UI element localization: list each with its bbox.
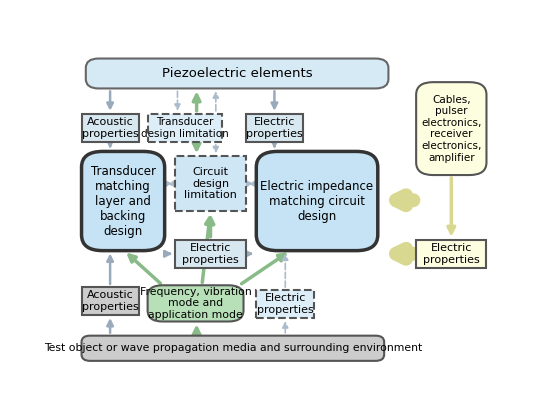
- Bar: [175, 156, 246, 211]
- Text: Acoustic
properties: Acoustic properties: [82, 290, 139, 312]
- Text: Transducer
design limitation: Transducer design limitation: [141, 117, 229, 139]
- Bar: [246, 114, 303, 142]
- Text: Electric
properties: Electric properties: [246, 117, 303, 139]
- Bar: [416, 240, 486, 268]
- Text: Circuit
design
limitation: Circuit design limitation: [184, 167, 237, 200]
- Bar: [175, 240, 246, 268]
- FancyBboxPatch shape: [416, 82, 486, 175]
- Text: Electric impedance
matching circuit
design: Electric impedance matching circuit desi…: [261, 180, 373, 222]
- Bar: [256, 290, 314, 318]
- Text: Piezoelectric elements: Piezoelectric elements: [162, 67, 312, 80]
- Bar: [147, 114, 222, 142]
- FancyBboxPatch shape: [81, 151, 164, 251]
- Text: Test object or wave propagation media and surrounding environment: Test object or wave propagation media an…: [44, 343, 422, 353]
- FancyBboxPatch shape: [86, 58, 388, 88]
- Text: Electric
properties: Electric properties: [182, 243, 239, 265]
- Bar: [81, 114, 139, 142]
- Text: Transducer
matching
layer and
backing
design: Transducer matching layer and backing de…: [91, 164, 156, 238]
- Bar: [81, 287, 139, 315]
- Text: Electric
properties: Electric properties: [423, 243, 480, 265]
- FancyBboxPatch shape: [81, 336, 384, 361]
- Text: Electric
properties: Electric properties: [257, 293, 314, 315]
- FancyBboxPatch shape: [147, 285, 244, 321]
- FancyBboxPatch shape: [256, 151, 378, 251]
- Text: Acoustic
properties: Acoustic properties: [82, 117, 139, 139]
- Text: Frequency, vibration
mode and
application mode: Frequency, vibration mode and applicatio…: [140, 287, 251, 320]
- Text: Cables,
pulser
electronics,
receiver
electronics,
amplifier: Cables, pulser electronics, receiver ele…: [421, 94, 481, 163]
